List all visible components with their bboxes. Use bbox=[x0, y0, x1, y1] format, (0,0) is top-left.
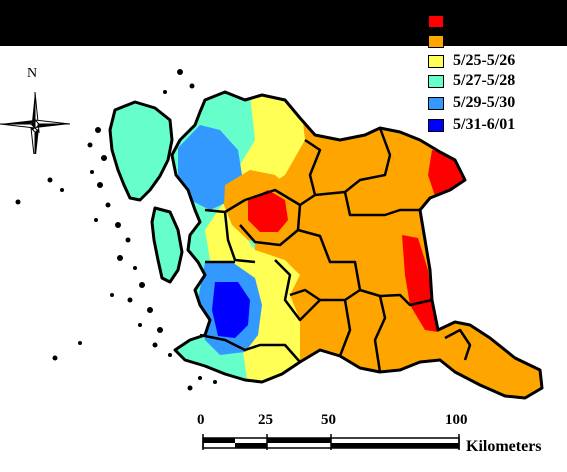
legend-swatch bbox=[428, 118, 444, 132]
legend-label: 5/25-5/26 bbox=[453, 52, 516, 69]
zone-blue bbox=[212, 282, 250, 338]
legend-label: 5/27-5/28 bbox=[453, 72, 516, 89]
scale-tick-0: 0 bbox=[197, 412, 205, 428]
scale-unit-label: Kilometers bbox=[466, 438, 542, 455]
north-arrow-compass-icon bbox=[0, 91, 70, 154]
legend-item: 5/27-5/28 bbox=[428, 72, 515, 90]
legend-swatch bbox=[428, 14, 444, 28]
legend-swatch bbox=[428, 74, 444, 88]
legend-swatch bbox=[428, 54, 444, 68]
legend-label: 5/31-6/01 bbox=[453, 116, 516, 133]
legend-swatch bbox=[428, 34, 444, 48]
north-label: N bbox=[27, 66, 38, 81]
zone-red-east bbox=[402, 235, 438, 332]
district-boundaries bbox=[199, 127, 472, 373]
legend-item: 5/29-5/30 bbox=[428, 94, 515, 112]
islands bbox=[15, 69, 217, 391]
legend-item: 5/31-6/01 bbox=[428, 116, 515, 134]
legend-swatch bbox=[428, 96, 444, 110]
scale-tick-100: 100 bbox=[445, 412, 468, 428]
coastline bbox=[108, 90, 544, 400]
legend-item bbox=[428, 12, 453, 30]
scale-bar bbox=[202, 434, 460, 450]
legend-item bbox=[428, 32, 453, 50]
zone-yellow bbox=[205, 95, 305, 398]
scale-tick-25: 25 bbox=[258, 412, 273, 428]
zone-red-center bbox=[248, 190, 288, 232]
legend-item: 5/25-5/26 bbox=[428, 52, 515, 70]
header-band bbox=[0, 0, 567, 46]
legend-label: 5/29-5/30 bbox=[453, 94, 516, 111]
scale-tick-50: 50 bbox=[321, 412, 336, 428]
